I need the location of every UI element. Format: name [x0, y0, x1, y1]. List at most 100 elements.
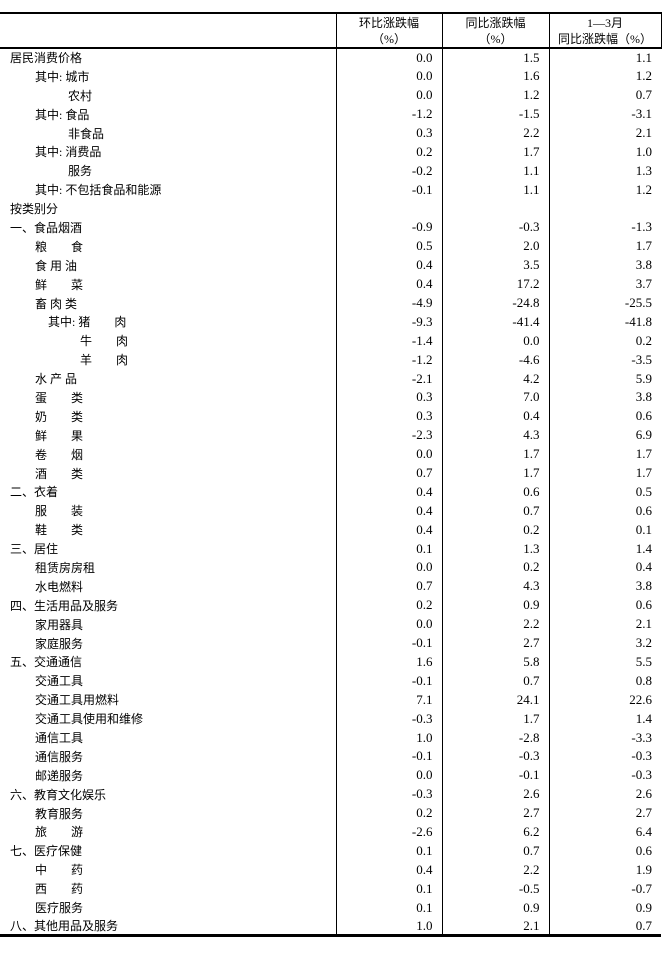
- cell-yoy: -2.8: [441, 728, 549, 747]
- row-label: 其中: 城市: [35, 69, 90, 84]
- cell-ytd: 22.6: [548, 690, 661, 710]
- cell-ytd: 1.7: [548, 463, 661, 483]
- table-row: 交通工具使用和维修 -0.3 1.7 1.4: [0, 709, 661, 729]
- cell-mom: 0.2: [335, 803, 442, 823]
- cell-yoy: 5.8: [441, 652, 549, 672]
- cell-mom: 0.7: [335, 463, 442, 483]
- cell-mom: 0.4: [335, 274, 442, 294]
- cell-ytd: 0.6: [548, 406, 661, 426]
- table-row: 其中: 城市 0.0 1.6 1.2: [0, 66, 661, 86]
- row-label: 通信服务: [35, 749, 84, 764]
- cell-yoy: 2.6: [441, 784, 549, 804]
- cell-ytd: 0.6: [548, 501, 661, 521]
- cell-ytd: 0.7: [548, 85, 661, 105]
- header-yoy-line1: 同比涨跌幅: [465, 15, 526, 30]
- cell-ytd: 6.4: [548, 822, 661, 842]
- cell-mom: -0.9: [335, 218, 442, 237]
- cell-yoy: -1.5: [441, 104, 549, 124]
- table-row: 一、食品烟酒 -0.9 -0.3 -1.3: [0, 218, 661, 237]
- row-label: 家用器具: [35, 617, 84, 632]
- cell-mom: 0.5: [335, 236, 442, 256]
- cell-yoy: 0.7: [441, 671, 549, 691]
- row-label: 中 药: [35, 863, 84, 878]
- cell-yoy: 2.2: [441, 614, 549, 634]
- cell-yoy: 1.2: [441, 85, 549, 105]
- cell-mom: -0.1: [335, 671, 442, 691]
- row-label: 蛋 类: [35, 390, 84, 405]
- cell-yoy: [441, 199, 549, 219]
- cell-ytd: 1.1: [548, 48, 661, 67]
- table-row: 六、教育文化娱乐 -0.3 2.6 2.6: [0, 784, 661, 804]
- cell-ytd: 0.8: [548, 671, 661, 691]
- table-row: 酒 类 0.7 1.7 1.7: [0, 463, 661, 483]
- cell-mom: 1.0: [335, 916, 442, 936]
- row-label: 邮递服务: [35, 768, 84, 783]
- row-label: 畜 肉 类: [35, 296, 78, 311]
- table-row: 蛋 类 0.3 7.0 3.8: [0, 388, 661, 407]
- cell-yoy: 1.1: [441, 180, 549, 200]
- header-row: 环比涨跌幅 （%） 同比涨跌幅 （%） 1—3月 同比涨跌幅（%）: [0, 13, 662, 49]
- cell-yoy: -4.6: [441, 350, 549, 370]
- table-row: 牛 肉 -1.4 0.0 0.2: [0, 331, 661, 351]
- row-label: 按类别分: [10, 202, 59, 217]
- cell-mom: 0.4: [335, 860, 442, 880]
- cell-mom: 0.1: [335, 841, 442, 861]
- cell-yoy: 1.7: [441, 463, 549, 483]
- cell-yoy: -0.1: [441, 765, 549, 785]
- cell-ytd: 1.9: [548, 860, 661, 880]
- table-header: 环比涨跌幅 （%） 同比涨跌幅 （%） 1—3月 同比涨跌幅（%）: [0, 13, 662, 49]
- cell-mom: 0.3: [335, 388, 442, 407]
- cell-mom: 0.4: [335, 482, 442, 502]
- row-label: 西 药: [35, 882, 84, 897]
- row-label: 服务: [68, 164, 93, 179]
- cell-mom: -0.3: [335, 709, 442, 729]
- header-ytd-change: 1—3月 同比涨跌幅（%）: [548, 13, 662, 49]
- table-row: 医疗服务 0.1 0.9 0.9: [0, 898, 661, 917]
- cell-ytd: -3.5: [548, 350, 661, 370]
- table-row: 中 药 0.4 2.2 1.9: [0, 860, 661, 880]
- cell-mom: -0.1: [335, 746, 442, 766]
- cell-ytd: 0.4: [548, 558, 661, 577]
- table-row: 鲜 菜 0.4 17.2 3.7: [0, 274, 661, 294]
- table-row: 奶 类 0.3 0.4 0.6: [0, 406, 661, 426]
- cell-ytd: 1.4: [548, 709, 661, 729]
- row-label: 家庭服务: [35, 636, 84, 651]
- table-row: 居民消费价格 0.0 1.5 1.1: [0, 48, 661, 67]
- cell-yoy: 2.2: [441, 860, 549, 880]
- row-label: 通信工具: [35, 731, 84, 745]
- cell-ytd: 0.1: [548, 520, 661, 540]
- cell-ytd: 5.5: [548, 652, 661, 672]
- cell-mom: 0.1: [335, 539, 442, 559]
- cell-yoy: -41.4: [441, 312, 549, 332]
- row-label: 鲜 菜: [35, 277, 84, 292]
- cell-yoy: 0.4: [441, 406, 549, 426]
- table-row: 家用器具 0.0 2.2 2.1: [0, 614, 661, 634]
- cell-mom: -1.4: [335, 331, 442, 351]
- row-label: 卷 烟: [35, 447, 84, 462]
- row-label: 鞋 类: [35, 523, 84, 538]
- table-row: 三、居住 0.1 1.3 1.4: [0, 539, 661, 559]
- cell-yoy: 2.7: [441, 803, 549, 823]
- cell-mom: -4.9: [335, 293, 442, 313]
- table-row: 八、其他用品及服务 1.0 2.1 0.7: [0, 916, 661, 936]
- cell-yoy: 2.7: [441, 633, 549, 653]
- cell-yoy: 6.2: [441, 822, 549, 842]
- table-row: 西 药 0.1 -0.5 -0.7: [0, 879, 661, 899]
- cell-ytd: -25.5: [548, 293, 661, 313]
- cell-yoy: 0.0: [441, 331, 549, 351]
- cell-ytd: 1.0: [548, 142, 661, 162]
- cell-mom: 0.0: [335, 765, 442, 785]
- cell-ytd: 1.2: [548, 180, 661, 200]
- cell-ytd: 0.9: [548, 898, 661, 917]
- table-row: 羊 肉 -1.2 -4.6 -3.5: [0, 350, 661, 370]
- cell-mom: 0.3: [335, 123, 442, 143]
- cell-yoy: 0.7: [441, 501, 549, 521]
- cell-yoy: -0.3: [441, 746, 549, 766]
- cell-mom: 0.2: [335, 142, 442, 162]
- cell-mom: 0.7: [335, 576, 442, 596]
- cell-mom: -0.1: [335, 633, 442, 653]
- table-row: 四、生活用品及服务 0.2 0.9 0.6: [0, 595, 661, 615]
- cell-yoy: 1.3: [441, 539, 549, 559]
- table-row: 粮 食 0.5 2.0 1.7: [0, 236, 661, 256]
- cell-ytd: -1.3: [548, 218, 661, 237]
